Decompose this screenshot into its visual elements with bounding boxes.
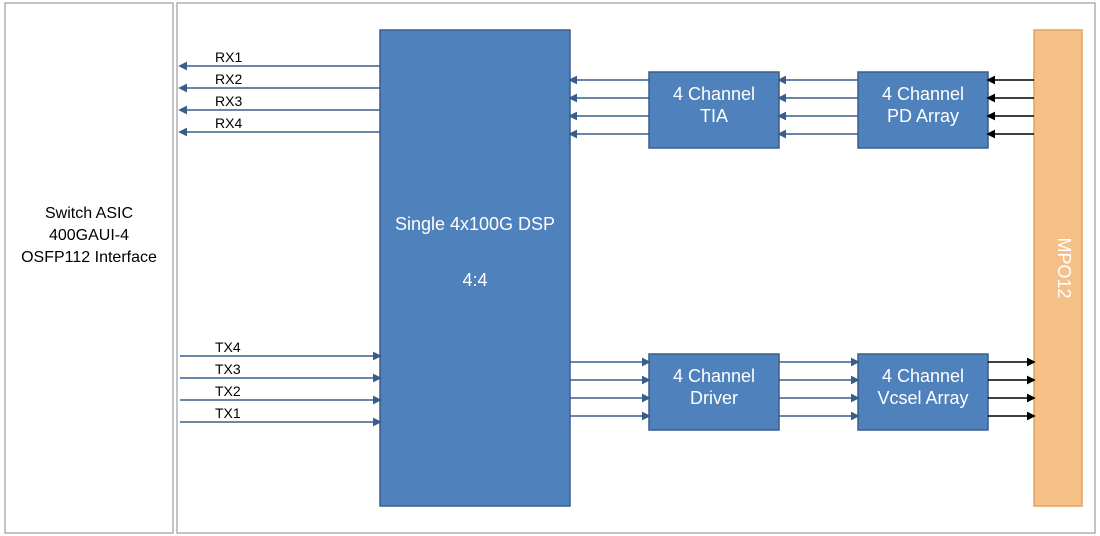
vcsel-label-line-1: Vcsel Array — [877, 388, 968, 408]
mpo-label: MPO12 — [1054, 237, 1074, 298]
tia-label-line-1: TIA — [700, 106, 728, 126]
tx-label-3: TX1 — [215, 405, 241, 421]
rx-label-3: RX4 — [215, 115, 242, 131]
switch-asic-label-line-1: 400GAUI-4 — [49, 227, 129, 244]
block-diagram: Switch ASIC 400GAUI-4 OSFP112 Interface Sin… — [0, 0, 1100, 536]
rx-label-2: RX3 — [215, 93, 242, 109]
switch-asic-label-line-0: Switch ASIC — [45, 205, 133, 222]
driver-label-line-0: 4 Channel — [673, 366, 755, 386]
tx-label-1: TX3 — [215, 361, 241, 377]
dsp-block — [380, 30, 570, 506]
switch-asic-label-line-2: OSFP112 Interface — [21, 249, 157, 266]
tia-label-line-0: 4 Channel — [673, 84, 755, 104]
pd-label-line-0: 4 Channel — [882, 84, 964, 104]
tx-label-2: TX2 — [215, 383, 241, 399]
pd-label-line-1: PD Array — [887, 106, 959, 126]
tx-label-0: TX4 — [215, 339, 241, 355]
dsp-label-line-0: Single 4x100G DSP — [395, 214, 555, 234]
rx-label-1: RX2 — [215, 71, 242, 87]
rx-label-0: RX1 — [215, 49, 242, 65]
dsp-label-line-2: 4:4 — [462, 270, 487, 290]
driver-label-line-1: Driver — [690, 388, 738, 408]
outline-left — [5, 3, 173, 533]
vcsel-label-line-0: 4 Channel — [882, 366, 964, 386]
